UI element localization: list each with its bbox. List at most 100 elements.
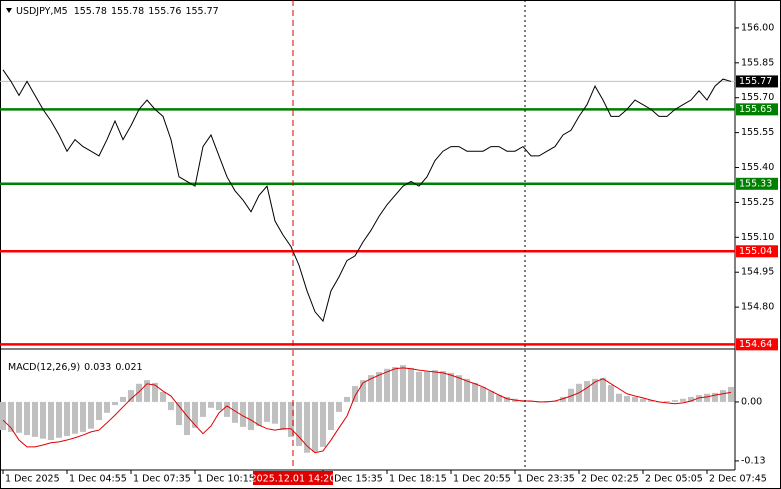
histogram-bar: [176, 401, 182, 426]
quote-low: 155.76: [148, 6, 181, 17]
histogram-bar: [688, 396, 694, 402]
histogram-bar: [592, 378, 598, 402]
y-tick-label: -0.13: [741, 455, 766, 466]
x-tick-label: 2 Dec 05:05: [645, 474, 703, 485]
histogram-bar: [352, 386, 358, 402]
histogram-bar: [496, 395, 502, 402]
y-tick-label: 0.00: [741, 396, 762, 407]
histogram-bar: [264, 401, 270, 422]
histogram-bar: [32, 401, 38, 437]
quote-high: 155.78: [111, 6, 144, 17]
histogram-bar: [360, 380, 366, 402]
quote-open: 155.78: [74, 6, 107, 17]
x-tick-label: 1 Dec 10:15: [197, 474, 255, 485]
histogram-bar: [48, 401, 54, 441]
histogram-bar: [320, 401, 326, 447]
histogram-bar: [272, 401, 278, 424]
histogram-bar: [16, 401, 22, 433]
histogram-bar: [8, 401, 14, 432]
level-label: 154.64: [739, 339, 772, 350]
chart-header: USDJPY,M5 155.78 155.78 155.76 155.77: [16, 6, 219, 17]
histogram-bar: [440, 371, 446, 402]
histogram-bar: [624, 396, 630, 402]
histogram-bar: [240, 401, 246, 427]
histogram-bar: [384, 368, 390, 402]
crosshair-label-bg: [253, 471, 333, 485]
histogram-bar: [40, 401, 46, 439]
x-tick-label: 2 Dec 02:25: [581, 474, 639, 485]
histogram-bar: [456, 375, 462, 402]
quote-close: 155.77: [185, 6, 218, 17]
histogram-bar: [216, 401, 222, 411]
y-tick-label: 154.95: [741, 267, 774, 278]
histogram-bar: [144, 380, 150, 402]
histogram-bar: [288, 401, 294, 437]
histogram-bar: [720, 390, 726, 402]
histogram-bar: [704, 393, 710, 402]
histogram-bar: [280, 401, 286, 431]
histogram-bar: [304, 401, 310, 453]
histogram-bar: [416, 371, 422, 402]
level-label: 155.65: [739, 104, 772, 115]
histogram-bar: [616, 393, 622, 402]
histogram-bar: [696, 395, 702, 402]
histogram-bar: [80, 401, 86, 432]
last-price-label: 155.77: [739, 76, 772, 87]
histogram-bar: [208, 401, 214, 408]
histogram-bar: [600, 377, 606, 402]
x-tick-label: 1 Dec 15:35: [325, 474, 383, 485]
histogram-bar: [680, 398, 686, 402]
histogram-bar: [0, 401, 6, 431]
histogram-bar: [584, 381, 590, 402]
y-tick-label: 155.40: [741, 162, 774, 173]
histogram-bar: [248, 401, 254, 431]
histogram-bar: [96, 401, 102, 421]
histogram-bar: [192, 401, 198, 428]
x-tick-label: 1 Dec 04:55: [69, 474, 127, 485]
x-tick-label: 2 Dec 07:45: [709, 474, 767, 485]
histogram-bar: [104, 401, 110, 413]
histogram-bar: [72, 401, 78, 434]
histogram-bar: [408, 367, 414, 402]
level-label: 155.04: [739, 246, 772, 257]
histogram-bar: [128, 390, 134, 402]
histogram-bar: [560, 396, 566, 402]
histogram-bar: [296, 401, 302, 446]
histogram-bar: [448, 372, 454, 402]
histogram-bar: [504, 396, 510, 402]
histogram-bar: [232, 401, 238, 423]
histogram-bar: [120, 396, 126, 402]
symbol: USDJPY,M5: [16, 6, 68, 17]
histogram-bar: [648, 400, 654, 402]
histogram-bar: [672, 400, 678, 402]
histogram-bar: [344, 396, 350, 402]
y-tick-label: 154.80: [741, 302, 774, 313]
x-tick-label: 1 Dec 07:35: [133, 474, 191, 485]
signal-value: 0.021: [115, 362, 142, 373]
histogram-bar: [64, 401, 70, 436]
y-tick-label: 156.00: [741, 22, 774, 33]
x-tick-label: 1 Dec 20:55: [453, 474, 511, 485]
price-line: [2, 69, 732, 323]
histogram-bar: [392, 366, 398, 402]
x-tick-label: 1 Dec 18:15: [389, 474, 447, 485]
histogram-bar: [376, 371, 382, 402]
y-tick-label: 155.70: [741, 92, 774, 103]
histogram-bar: [640, 398, 646, 402]
histogram-bar: [168, 401, 174, 411]
level-label-bg: [736, 103, 778, 116]
histogram-bar: [256, 401, 262, 426]
level-label: 155.33: [739, 178, 772, 189]
macd-title: MACD(12,26,9): [8, 362, 80, 373]
histogram-bar: [632, 396, 638, 402]
histogram-bar: [56, 401, 62, 438]
level-label-bg: [736, 245, 778, 258]
histogram-bar: [424, 371, 430, 402]
histogram-bar: [160, 391, 166, 402]
histogram-bar: [152, 382, 158, 402]
x-tick-label: 1 Dec 23:35: [517, 474, 575, 485]
last-price-label-bg: [736, 75, 778, 88]
histogram-bar: [480, 386, 486, 402]
